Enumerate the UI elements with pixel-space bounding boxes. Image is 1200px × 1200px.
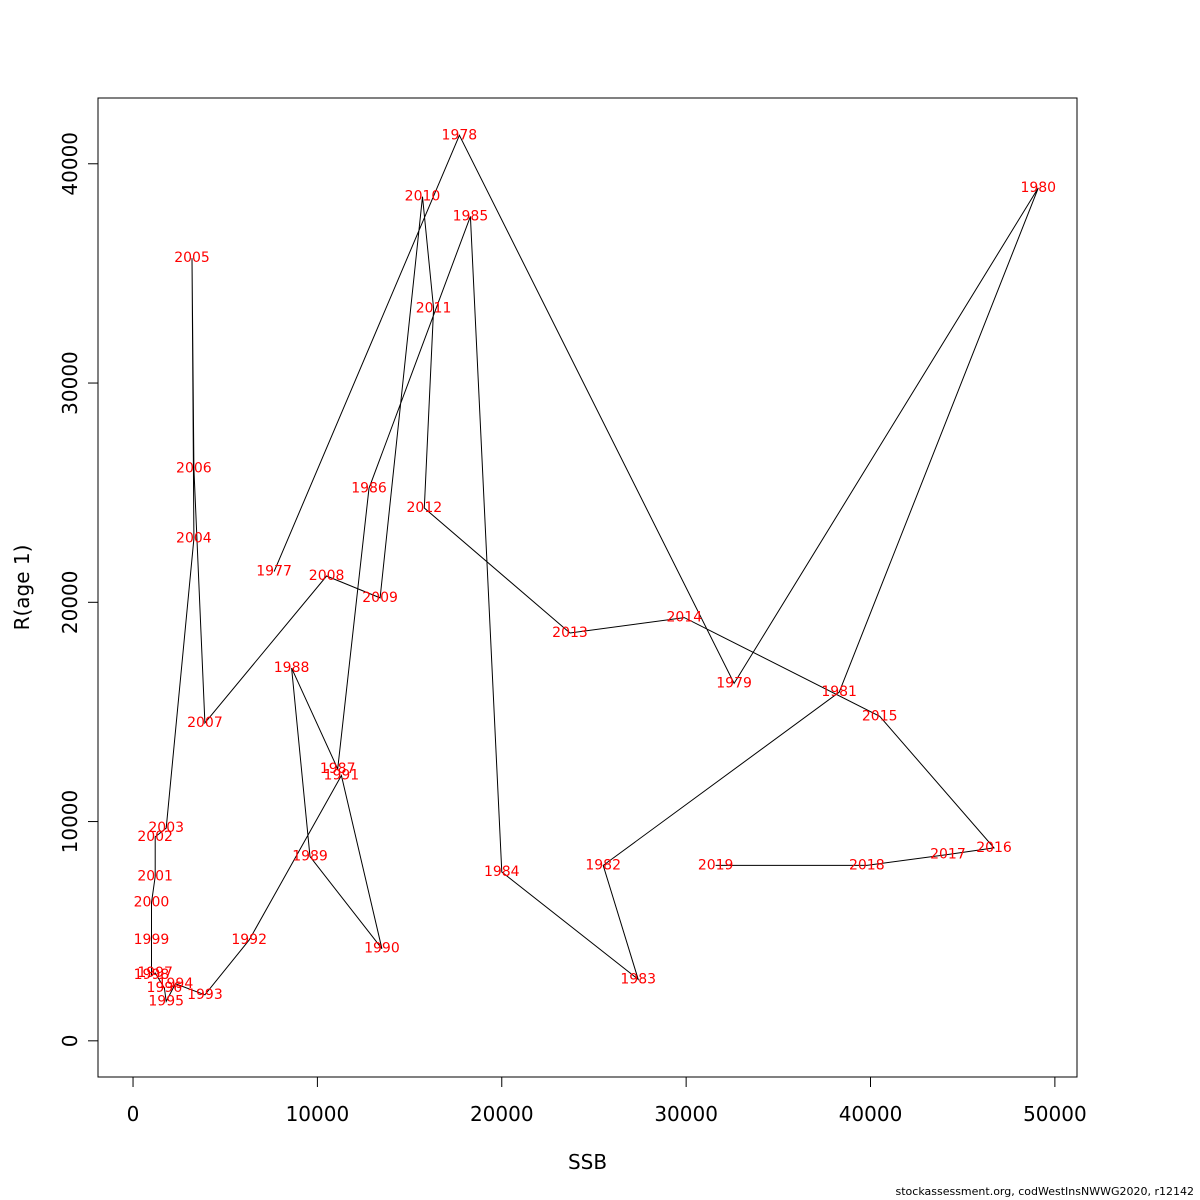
- plot-frame: [97, 97, 1078, 1078]
- x-axis: 0 10000 20000 30000 40000 50000: [127, 1076, 1087, 1126]
- point-label-1981: 1981: [821, 684, 857, 700]
- x-tick-label: 40000: [839, 1102, 903, 1126]
- footer-credit: stockassessment.org, codWestInsNWWG2020,…: [895, 1185, 1195, 1198]
- x-axis-title: SSB: [568, 1150, 607, 1174]
- point-label-1992: 1992: [231, 932, 267, 948]
- point-label-1988: 1988: [274, 660, 310, 676]
- point-label-1985: 1985: [453, 208, 489, 224]
- point-label-2017: 2017: [930, 846, 966, 862]
- point-label-2009: 2009: [362, 590, 398, 606]
- point-label-1977: 1977: [256, 564, 292, 580]
- series-line: [151, 134, 1039, 1004]
- point-label-1983: 1983: [620, 971, 656, 987]
- y-axis-title: R(age 1): [10, 545, 34, 631]
- x-tick-label: 30000: [654, 1102, 718, 1126]
- point-label-2018: 2018: [849, 857, 885, 873]
- point-label-1999: 1999: [134, 932, 170, 948]
- point-label-2007: 2007: [187, 715, 223, 731]
- point-label-2010: 2010: [405, 189, 441, 205]
- x-tick-label: 20000: [470, 1102, 534, 1126]
- series-path: [151, 134, 1039, 1004]
- x-tick-label: 10000: [286, 1102, 350, 1126]
- point-label-1991: 1991: [324, 768, 360, 784]
- point-label-1984: 1984: [484, 864, 520, 880]
- point-label-1987: 1987: [320, 761, 356, 777]
- point-labels: 1977 1978 1979 1980 1981 1982 1983 1984 1985 1986…: [134, 127, 1056, 1009]
- point-label-2015: 2015: [862, 708, 898, 724]
- point-label-1998: 1998: [134, 967, 170, 983]
- point-label-1986: 1986: [351, 480, 387, 496]
- point-label-2004: 2004: [176, 531, 212, 547]
- point-label-2003: 2003: [148, 820, 184, 836]
- point-label-2019: 2019: [698, 857, 734, 873]
- point-label-2005: 2005: [174, 250, 210, 266]
- point-label-1993: 1993: [187, 987, 223, 1003]
- point-label-1978: 1978: [442, 127, 478, 143]
- point-label-2016: 2016: [976, 840, 1012, 856]
- point-label-2008: 2008: [309, 568, 345, 584]
- x-tick-label: 50000: [1023, 1102, 1087, 1126]
- x-tick-label: 0: [127, 1102, 140, 1126]
- point-label-1997: 1997: [137, 965, 173, 981]
- point-label-2013: 2013: [552, 625, 588, 641]
- point-label-2012: 2012: [407, 500, 443, 516]
- point-label-1989: 1989: [292, 849, 328, 865]
- y-axis: 0 10000 20000 30000 40000: [58, 132, 99, 1047]
- y-tick-label: 30000: [58, 351, 82, 415]
- point-label-1996: 1996: [147, 980, 183, 996]
- point-label-1979: 1979: [716, 675, 752, 691]
- y-tick-label: 0: [58, 1034, 82, 1047]
- point-label-1994: 1994: [158, 976, 194, 992]
- point-label-1980: 1980: [1020, 180, 1056, 196]
- point-label-2006: 2006: [176, 461, 212, 477]
- y-tick-label: 10000: [58, 790, 82, 854]
- point-label-2001: 2001: [137, 868, 173, 884]
- point-label-2014: 2014: [666, 610, 702, 626]
- point-label-2011: 2011: [416, 300, 452, 316]
- point-label-1982: 1982: [585, 857, 621, 873]
- y-tick-label: 20000: [58, 570, 82, 634]
- point-label-1990: 1990: [364, 941, 400, 957]
- point-label-2000: 2000: [134, 895, 170, 911]
- point-label-2002: 2002: [137, 829, 173, 845]
- point-label-1995: 1995: [148, 993, 184, 1009]
- y-tick-label: 40000: [58, 132, 82, 196]
